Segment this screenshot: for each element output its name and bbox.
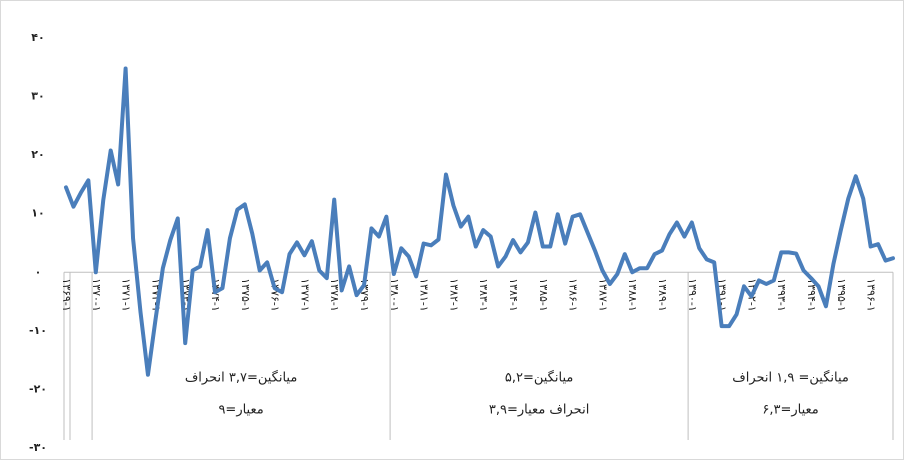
x-tick-label: ۱۳۸۶-۱: [567, 278, 580, 312]
x-tick-label: ۱۳۸۰-۱: [388, 278, 401, 312]
x-tick-label: ۱۳۹۰-۱: [686, 278, 699, 312]
x-tick-label: ۱۳۷۷-۱: [298, 278, 311, 312]
x-tick-label: ۱۳۸۵-۱: [537, 278, 550, 312]
x-tick-label: ۱۳۹۴-۱: [805, 278, 818, 312]
y-tick-label: -۱۰: [29, 324, 47, 337]
x-tick-label: ۱۳۹۶-۱: [865, 278, 878, 312]
data-line: [64, 66, 895, 377]
y-tick-label: ۲۰: [31, 148, 44, 161]
y-tick-label: -۳۰: [29, 441, 47, 454]
y-tick-label: ۰: [35, 265, 42, 278]
y-tick-label: ۱۰: [31, 207, 44, 220]
group-label: میانگین=۵,۲: [505, 370, 573, 386]
group-label: انحراف معیار=۳,۹: [489, 403, 589, 418]
y-tick-label: ۴۰: [31, 31, 44, 44]
x-tick-label: ۱۳۹۵-۱: [835, 278, 848, 312]
x-tick-label: ۱۳۸۴-۱: [507, 278, 520, 312]
x-tick-label: ۱۳۷۴-۱: [209, 278, 222, 312]
x-tick-label: ۱۳۸۲-۱: [447, 278, 460, 312]
x-tick-label: ۱۳۸۹-۱: [656, 278, 669, 312]
x-tick-label: ۱۳۶۹-۱: [60, 278, 73, 312]
group-label: میانگین=۳,۷ انحراف: [185, 370, 297, 386]
x-tick-label: ۱۳۸۷-۱: [596, 278, 609, 312]
x-tick-label: ۱۳۸۱-۱: [418, 278, 431, 312]
x-tick-label: ۱۳۷۵-۱: [239, 278, 252, 312]
x-tick-label: ۱۳۷۸-۱: [328, 278, 341, 312]
x-tick-label: ۱۳۷۶-۱: [269, 278, 282, 312]
x-tick-label: ۱۳۸۳-۱: [477, 278, 490, 312]
group-label: میانگین= ۱,۹ انحراف: [732, 370, 849, 386]
y-tick-label: -۲۰: [29, 382, 47, 395]
x-tick-label: ۱۳۷۰-۱: [90, 278, 103, 312]
x-tick-label: ۱۳۹۳-۱: [775, 278, 788, 312]
x-tick-label: ۱۳۷۱-۱: [120, 278, 133, 312]
group-label: معیار=۹: [218, 403, 263, 418]
y-tick-label: ۳۰: [31, 90, 44, 103]
group-label: معیار=۶,۳: [762, 403, 818, 418]
x-tick-label: ۱۳۸۸-۱: [626, 278, 639, 312]
